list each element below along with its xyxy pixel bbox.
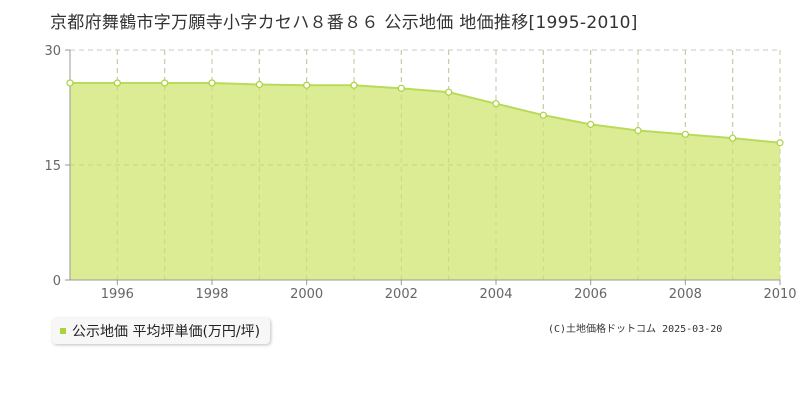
x-tick-label: 2008: [669, 287, 702, 302]
data-point: [776, 139, 784, 147]
data-point: [539, 111, 547, 119]
legend: 公示地価 平均坪単価(万円/坪): [52, 318, 271, 344]
y-tick-label: 30: [44, 44, 61, 59]
data-point: [350, 81, 358, 89]
data-point: [161, 79, 169, 87]
data-point: [66, 79, 74, 87]
data-point: [255, 80, 263, 89]
x-tick-label: 2006: [574, 287, 607, 302]
data-point: [208, 79, 216, 87]
x-tick-label: 1998: [195, 287, 228, 302]
data-point: [681, 130, 689, 138]
y-tick-label: 0: [53, 274, 61, 289]
legend-label: 公示地価 平均坪単価(万円/坪): [72, 324, 261, 340]
series-line: [70, 81, 781, 144]
chart-title: 京都府舞鶴市字万願寺小字カセハ８番８６ 公示地価 地価推移[1995-2010]: [50, 13, 638, 33]
x-tick-label: 2010: [763, 287, 796, 302]
data-point: [634, 126, 642, 135]
y-tick-label: 15: [44, 159, 61, 174]
copyright-text: (C)土地価格ドットコム 2025-03-20: [548, 324, 723, 335]
chart-plot: 0 15 30 1996 1998 2000 2002 2004 2006 2008 2010: [44, 44, 796, 302]
x-tick-label: 2004: [479, 287, 512, 302]
series-area: [70, 82, 780, 280]
data-point: [113, 79, 121, 87]
data-point: [587, 120, 595, 128]
x-tick-label: 1996: [101, 287, 134, 302]
data-point: [492, 100, 500, 108]
data-point: [445, 88, 453, 96]
data-point: [729, 134, 737, 142]
data-point: [397, 84, 405, 92]
legend-marker-icon: [60, 328, 66, 334]
x-tick-label: 2002: [385, 287, 418, 302]
data-point: [303, 81, 311, 89]
x-tick-label: 2000: [290, 287, 323, 302]
